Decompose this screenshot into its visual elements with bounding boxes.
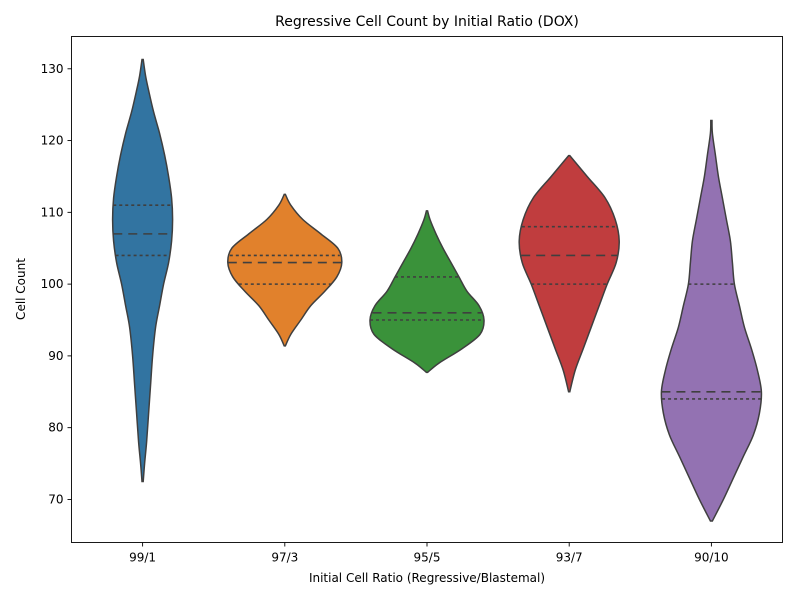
y-tick-label: 90 bbox=[48, 349, 63, 363]
violin-90-10 bbox=[660, 119, 763, 522]
violin-93-7 bbox=[518, 154, 620, 393]
y-tick-label: 80 bbox=[48, 421, 63, 435]
y-tick-label: 130 bbox=[41, 62, 64, 76]
x-tick-label: 90/10 bbox=[694, 551, 729, 565]
violin-body bbox=[660, 119, 763, 522]
y-tick-label: 110 bbox=[41, 205, 64, 219]
y-tick-label: 120 bbox=[41, 134, 64, 148]
violin-95-5 bbox=[369, 210, 485, 374]
x-tick-label: 95/5 bbox=[414, 551, 441, 565]
x-tick-label: 99/1 bbox=[129, 551, 156, 565]
x-axis-label: Initial Cell Ratio (Regressive/Blastemal… bbox=[309, 571, 545, 585]
y-tick-label: 100 bbox=[41, 277, 64, 291]
y-axis-label: Cell Count bbox=[14, 258, 28, 320]
ticks-layer: 99/1 97/3 95/5 93/7 90/10 70 80 90 100 110 120 130 bbox=[41, 62, 729, 565]
x-tick-label: 93/7 bbox=[556, 551, 583, 565]
violins-layer bbox=[111, 58, 763, 522]
violin-99-1 bbox=[111, 58, 174, 483]
y-tick-label: 70 bbox=[48, 492, 63, 506]
violin-body bbox=[518, 154, 620, 393]
violin-body bbox=[227, 193, 343, 347]
chart-title: Regressive Cell Count by Initial Ratio (… bbox=[275, 14, 579, 30]
plot-frame bbox=[71, 36, 783, 543]
violin-body bbox=[111, 58, 174, 483]
x-tick-label: 97/3 bbox=[271, 551, 298, 565]
violin-body bbox=[369, 210, 485, 374]
violin-97-3 bbox=[227, 193, 343, 347]
